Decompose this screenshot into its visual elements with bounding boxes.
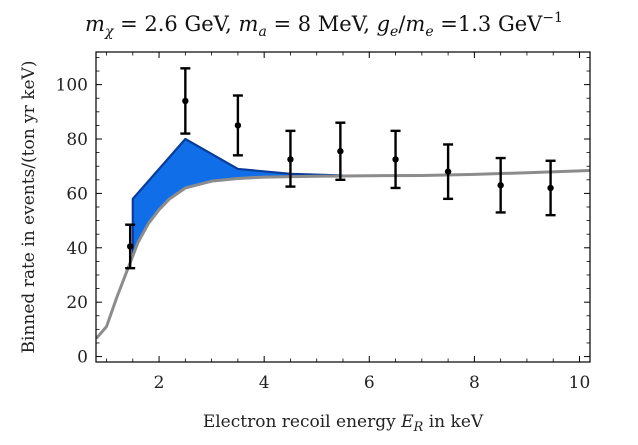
- signal-band-fill: [132, 139, 343, 256]
- data-point: [335, 121, 346, 182]
- plot-frame: [95, 51, 591, 363]
- data-point: [545, 159, 556, 217]
- data-marker: [444, 168, 452, 175]
- x-tick-label: 4: [259, 373, 270, 393]
- x-tick-label: 2: [154, 373, 165, 393]
- x-tick-label: 6: [364, 373, 375, 393]
- y-tick-label: 0: [77, 348, 88, 368]
- data-marker: [287, 156, 294, 163]
- data-marker: [234, 122, 242, 129]
- data-marker: [547, 184, 554, 192]
- y-tick-label: 80: [66, 130, 88, 150]
- background-curve: [96, 169, 590, 340]
- y-tick-label: 20: [66, 293, 88, 313]
- data-point: [125, 223, 136, 270]
- y-tick-label: 60: [66, 184, 88, 204]
- data-marker: [497, 182, 504, 189]
- y-tick-label: 100: [56, 76, 88, 96]
- x-axis-label: Electron recoil energy ER in keV: [203, 412, 484, 435]
- data-marker: [392, 156, 399, 163]
- data-point: [180, 67, 191, 135]
- data-marker: [337, 148, 344, 155]
- data-point: [443, 143, 454, 201]
- data-point: [390, 129, 401, 190]
- signal-band-edge: [131, 137, 344, 256]
- signal-band: [131, 137, 344, 256]
- x-tick-label: 10: [569, 373, 591, 393]
- data-marker: [182, 97, 189, 105]
- y-axis-label: Binned rate in events/(ton yr keV): [19, 61, 39, 354]
- data-marker: [126, 243, 134, 250]
- data-points-layer: [125, 67, 556, 270]
- x-tick-label: 8: [469, 373, 480, 393]
- y-tick-label: 40: [66, 239, 88, 259]
- background-curve-layer: [96, 169, 590, 340]
- data-point: [232, 94, 243, 157]
- data-point: [285, 129, 296, 188]
- data-point: [495, 156, 506, 214]
- chart-title: mχ = 2.6 GeV, ma = 8 MeV, ge/me =1.3 GeV…: [85, 10, 563, 40]
